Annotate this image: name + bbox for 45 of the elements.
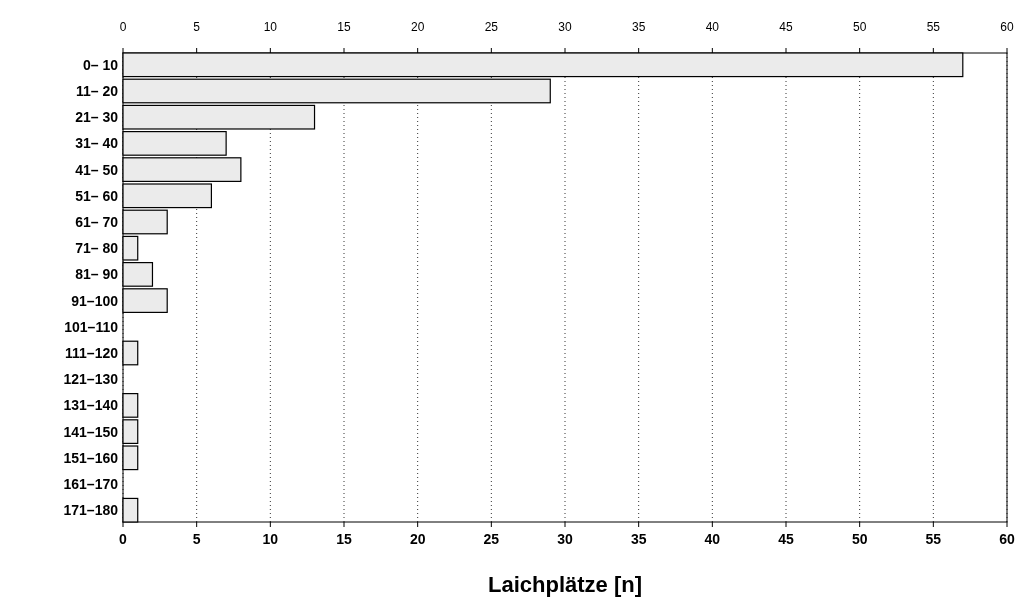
y-tick-label: 171–180: [63, 502, 119, 519]
x2-tick-label: 5: [193, 20, 201, 34]
y-tick-label: 91–100: [71, 292, 119, 309]
y-tick-label: 161–170: [63, 476, 119, 493]
x2-tick-label: 25: [484, 20, 499, 34]
y-tick-label: 101–110: [64, 318, 119, 335]
x-tick-label: 35: [630, 531, 647, 547]
x2-tick-label: 50: [852, 20, 867, 34]
x-tick-label: 60: [999, 531, 1015, 547]
x2-tick-label: 60: [1000, 20, 1014, 34]
y-tick-label: 151–160: [63, 449, 119, 466]
x-tick-label: 25: [483, 531, 500, 547]
y-tick-label: 21– 30: [75, 109, 119, 126]
x-tick-label: 10: [262, 531, 279, 547]
y-tick-label: 81– 90: [75, 266, 119, 283]
y-tick-label: 61– 70: [75, 214, 119, 230]
x2-tick-label: 45: [779, 20, 793, 34]
x-tick-label: 15: [336, 531, 352, 547]
x-tick-label: 5: [192, 531, 201, 547]
y-tick-label: 71– 80: [75, 240, 119, 257]
y-tick-label: 141–150: [63, 423, 119, 440]
x-tick-label: 45: [778, 531, 794, 547]
x2-tick-label: 0: [119, 20, 127, 34]
x2-tick-label: 20: [410, 20, 425, 34]
y-tick-label: 31– 40: [75, 135, 119, 152]
x-tick-label: 40: [704, 531, 721, 547]
y-tick-label: 0– 10: [82, 56, 119, 73]
y-tick-label: 131–140: [63, 397, 119, 414]
x2-tick-label: 15: [337, 20, 351, 34]
x-tick-label: 55: [925, 531, 942, 547]
x-tick-label: 0: [119, 531, 128, 547]
y-tick-label: 121–130: [63, 371, 119, 388]
x-tick-label: 50: [851, 531, 868, 547]
y-tick-label: 51– 60: [75, 187, 119, 204]
x2-tick-label: 40: [705, 20, 720, 34]
x2-tick-label: 30: [558, 20, 572, 34]
x-tick-label: 20: [409, 531, 426, 547]
x-tick-label: 30: [557, 531, 573, 547]
x2-tick-label: 10: [263, 20, 278, 34]
y-tick-label: 111–120: [65, 345, 119, 361]
x-axis-title: Laichplätze [n]: [487, 572, 643, 597]
y-tick-label: 11– 20: [75, 82, 119, 99]
x2-tick-label: 35: [631, 20, 646, 34]
y-tick-label: 41– 50: [75, 161, 119, 178]
x2-tick-label: 55: [926, 20, 941, 34]
